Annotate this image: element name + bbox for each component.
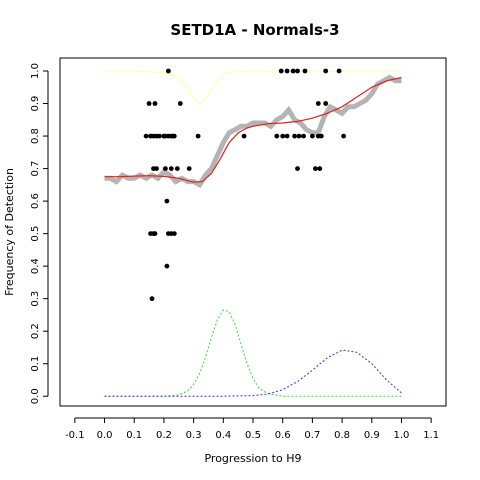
data-point	[310, 133, 315, 139]
data-point	[152, 101, 158, 106]
chart-title: SETD1A - Normals-3	[170, 21, 339, 39]
y-tick-label: 0.4	[30, 258, 41, 274]
data-point	[301, 133, 306, 139]
data-point	[171, 133, 177, 139]
data-point	[296, 133, 302, 139]
x-axis-label: Progression to H9	[204, 452, 301, 465]
data-point	[166, 68, 171, 74]
y-tick-label: 0.3	[30, 291, 41, 307]
x-tick-label: 0.9	[364, 430, 380, 441]
x-tick-label: 0.0	[97, 430, 113, 441]
data-point	[295, 166, 300, 172]
data-point	[168, 166, 174, 172]
data-point	[323, 68, 329, 74]
data-point	[186, 166, 192, 172]
data-point	[274, 133, 280, 139]
upper-series-line	[104, 70, 402, 105]
data-point	[195, 133, 201, 139]
data-point	[318, 133, 324, 139]
y-axis-label: Frequency of Detection	[3, 168, 16, 296]
axes: -0.1 0.0 0.1 0.2 0.3 0.4 0.5 0.6 0.7 0.8 0.9 1.0 1.1…	[30, 63, 439, 441]
data-point	[154, 166, 159, 172]
x-tick-label: 0.3	[186, 430, 202, 441]
plot-frame	[59, 57, 447, 407]
y-tick-label: 0.2	[30, 323, 41, 339]
data-point	[241, 133, 247, 139]
x-tick-label: 0.8	[334, 430, 350, 441]
y-tick-label: 1.0	[30, 63, 41, 79]
data-point	[146, 101, 152, 106]
y-tick-label: 0.7	[30, 161, 41, 177]
data-point	[177, 101, 183, 106]
data-point	[317, 166, 323, 172]
data-point	[143, 133, 149, 139]
x-tick-label: 0.2	[156, 430, 172, 441]
data-point	[174, 166, 180, 172]
x-tick-label: 0.5	[245, 430, 261, 441]
x-tick-label: 0.7	[304, 430, 320, 441]
y-tick-label: 0.0	[30, 388, 41, 404]
data-point	[323, 101, 329, 106]
x-tick-label: 0.6	[275, 430, 291, 441]
data-point	[302, 68, 308, 74]
smoothed-series-line	[104, 74, 402, 189]
plot-area	[104, 68, 402, 397]
y-tick-label: 0.6	[30, 193, 41, 209]
data-point	[164, 263, 170, 269]
data-point	[164, 198, 170, 204]
data-point	[171, 231, 177, 237]
x-tick-label: 1.1	[423, 430, 439, 441]
data-point	[315, 101, 321, 106]
data-point	[280, 133, 286, 139]
y-tick-label: 0.9	[30, 96, 41, 112]
data-point	[336, 68, 342, 74]
x-tick-label: 1.0	[394, 430, 410, 441]
data-point	[149, 296, 155, 302]
data-point	[290, 68, 296, 74]
data-point	[341, 133, 346, 139]
x-tick-label: -0.1	[65, 430, 85, 441]
blue-density-line	[104, 349, 402, 397]
y-tick-label: 0.1	[30, 356, 41, 372]
data-point	[313, 166, 318, 172]
data-point	[152, 231, 158, 237]
data-point	[163, 166, 168, 172]
data-point	[284, 133, 290, 139]
data-point	[284, 68, 290, 74]
green-density-line	[104, 309, 402, 397]
data-point	[295, 68, 300, 74]
x-tick-label: 0.4	[215, 430, 231, 441]
fit-series-line	[104, 76, 402, 183]
data-point	[292, 133, 297, 139]
data-point	[157, 133, 162, 139]
y-tick-label: 0.5	[30, 226, 41, 242]
y-tick-label: 0.8	[30, 128, 41, 144]
x-tick-label: 0.1	[126, 430, 142, 441]
data-point	[278, 68, 284, 74]
